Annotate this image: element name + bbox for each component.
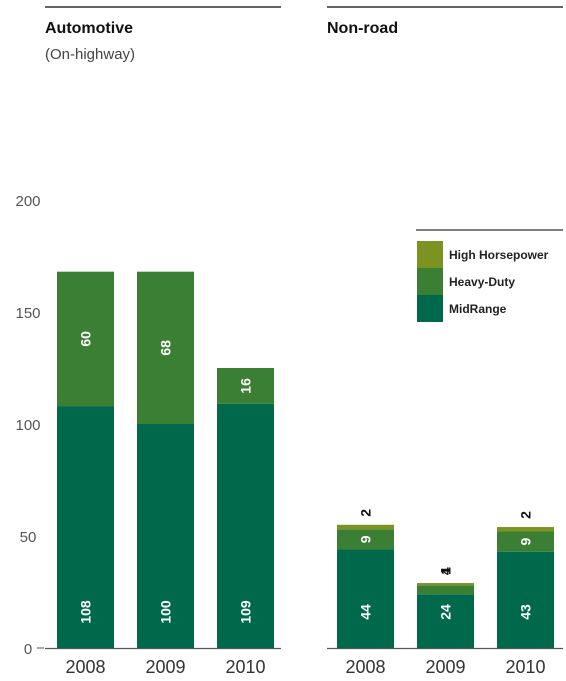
panel-title-automotive: Automotive: [45, 20, 133, 37]
data-label-high-horsepower: 1: [438, 567, 454, 575]
data-label-midrange: 43: [518, 604, 534, 620]
legend-label-midrange: MidRange: [449, 302, 507, 316]
panel-rule-nonroad: [327, 6, 563, 8]
bar-segment-heavy-duty: [497, 531, 554, 552]
legend-label-high-horsepower: High Horsepower: [449, 248, 549, 262]
x-tick-label: 2010: [225, 657, 265, 677]
bar-segment-midrange: [137, 424, 194, 648]
data-label-high-horsepower: 2: [358, 509, 374, 517]
legend-label-heavy-duty: Heavy-Duty: [449, 275, 515, 289]
legend-swatch-high-horsepower: [417, 241, 443, 268]
x-tick-label: 2008: [65, 657, 105, 677]
bar-segment-heavy-duty: [137, 271, 194, 424]
bar-segment-heavy-duty: [337, 529, 394, 550]
y-tick-label: 150: [15, 305, 40, 322]
data-label-heavy-duty: 9: [358, 535, 374, 543]
y-tick-label: 200: [15, 193, 40, 210]
data-label-heavy-duty: 9: [518, 537, 534, 545]
bar-segment-high-horsepower: [337, 524, 394, 530]
bar-segment-high-horsepower: [417, 583, 474, 586]
bar-segment-heavy-duty: [57, 271, 114, 407]
bar-segment-midrange: [57, 406, 114, 648]
data-label-midrange: 44: [358, 604, 374, 620]
y-tick-label: 0: [24, 641, 32, 658]
data-label-midrange: 24: [438, 604, 454, 620]
y-tick-label: 50: [20, 529, 37, 546]
data-label-heavy-duty: 16: [238, 378, 254, 394]
legend-swatch-midrange: [417, 295, 443, 322]
x-tick-label: 2010: [505, 657, 545, 677]
data-label-heavy-duty: 60: [78, 331, 94, 347]
x-tick-label: 2009: [425, 657, 465, 677]
data-label-midrange: 100: [158, 600, 174, 624]
legend-swatch-heavy-duty: [417, 268, 443, 295]
data-label-midrange: 109: [238, 600, 254, 624]
y-tick-label: 100: [15, 417, 40, 434]
panel-rule-automotive: [45, 6, 281, 8]
bar-segment-midrange: [417, 594, 474, 648]
bar-segment-heavy-duty: [217, 368, 274, 404]
panel-title-nonroad: Non-road: [327, 20, 399, 37]
data-label-heavy-duty: 68: [158, 340, 174, 356]
panel-subtitle-automotive: (On-highway): [45, 46, 136, 63]
bar-segment-midrange: [217, 403, 274, 648]
x-tick-label: 2009: [145, 657, 185, 677]
data-label-midrange: 108: [78, 600, 94, 624]
bar-segment-midrange: [337, 549, 394, 648]
bar-segment-midrange: [497, 551, 554, 648]
data-label-heavy-duty: 4: [438, 567, 454, 575]
bar-segment-heavy-duty: [417, 585, 474, 595]
data-label-high-horsepower: 2: [518, 511, 534, 519]
bar-segment-high-horsepower: [497, 527, 554, 532]
x-tick-label: 2008: [345, 657, 385, 677]
